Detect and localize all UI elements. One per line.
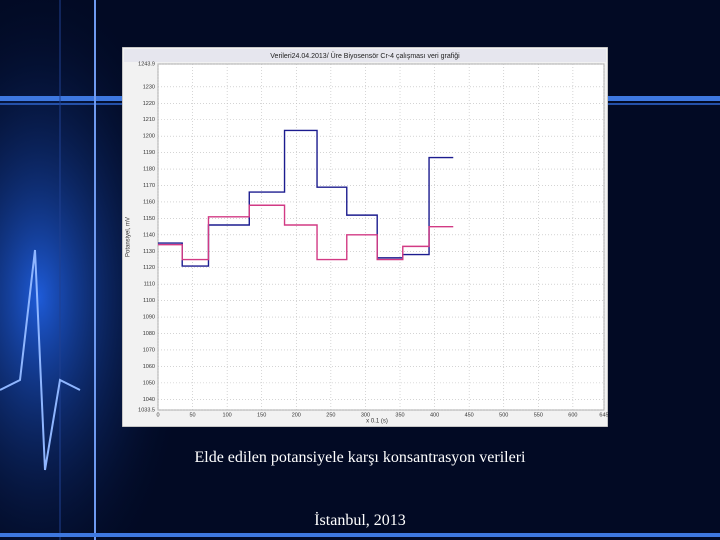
x-tick-label: 550	[534, 412, 543, 418]
y-tick-label: 1060	[143, 364, 155, 370]
x-tick-label: 350	[395, 412, 404, 418]
y-tick-label: 1070	[143, 347, 155, 353]
y-tick-label: 1050	[143, 380, 155, 386]
y-axis-label: Potansiyel, mV	[126, 217, 132, 257]
y-tick-label: 1080	[143, 331, 155, 337]
y-tick-label: 1170	[143, 183, 155, 189]
y-tick-label: 1130	[143, 249, 155, 255]
x-tick-label: 600	[568, 412, 577, 418]
x-tick-label: 645	[599, 412, 608, 418]
x-tick-label: 500	[499, 412, 508, 418]
x-tick-label: 100	[223, 412, 232, 418]
series-line	[158, 204, 454, 261]
y-tick-label: 1210	[143, 117, 155, 123]
y-tick-label: 1033.5	[138, 407, 155, 413]
y-tick-label: 1190	[143, 150, 155, 156]
x-tick-label: 300	[361, 412, 370, 418]
x-tick-label: 150	[257, 412, 266, 418]
y-tick-label: 1140	[143, 232, 155, 238]
x-tick-label: 200	[292, 412, 301, 418]
y-tick-label: 1120	[143, 265, 155, 271]
y-tick-label: 1090	[143, 315, 155, 321]
y-tick-label: 1100	[143, 298, 155, 304]
chart: Verileri24.04.2013/ Üre Biyosensör Cr-4 …	[122, 47, 608, 427]
x-tick-label: 250	[326, 412, 335, 418]
y-tick-label: 1230	[143, 84, 155, 90]
plot-area	[157, 63, 605, 411]
y-tick-label: 1243.9	[138, 61, 155, 67]
y-tick-label: 1040	[143, 397, 155, 403]
x-tick-label: 400	[430, 412, 439, 418]
x-tick-label: 50	[190, 412, 196, 418]
y-tick-label: 1110	[144, 282, 155, 288]
y-tick-label: 1220	[143, 101, 155, 107]
title-bar	[124, 49, 606, 62]
caption: Elde edilen potansiyele karşı konsantras…	[194, 449, 526, 466]
footer: İstanbul, 2013	[314, 512, 406, 529]
y-tick-label: 1150	[143, 216, 155, 222]
chart-title: Verileri24.04.2013/ Üre Biyosensör Cr-4 …	[270, 52, 460, 60]
x-tick-label: 450	[465, 412, 474, 418]
x-tick-label: 0	[156, 412, 159, 418]
y-tick-label: 1160	[143, 199, 155, 205]
y-tick-label: 1180	[143, 167, 155, 173]
x-axis-label: x 0.1 (s)	[366, 419, 388, 425]
y-tick-label: 1200	[143, 134, 155, 140]
